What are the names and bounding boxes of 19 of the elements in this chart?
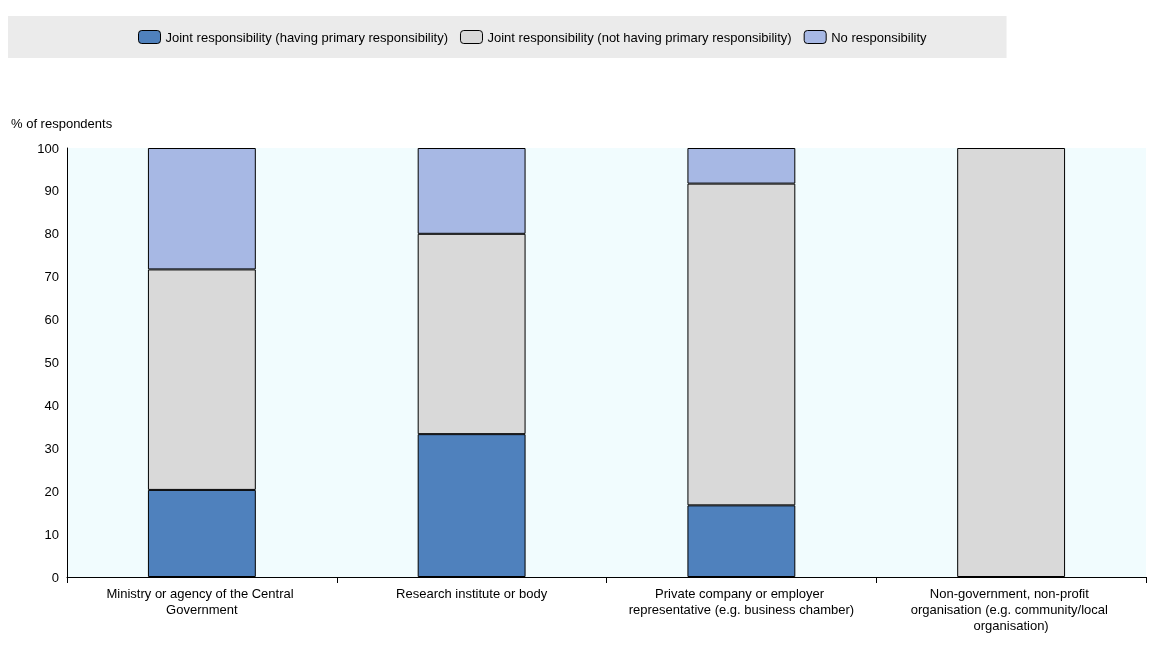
y-tick-label: 80 xyxy=(44,226,59,242)
y-tick-label: 50 xyxy=(44,355,59,370)
x-tick-label: Private company or employer representative (e.g. business chamber) xyxy=(628,585,855,617)
y-tick-label: 20 xyxy=(44,483,59,499)
x-tick-label: Research institute or body xyxy=(396,585,548,601)
legend-label: No responsibility xyxy=(831,29,928,45)
y-tick-label: 0 xyxy=(51,569,59,585)
y-tick-label: 10 xyxy=(44,526,59,542)
y-tick-label: 30 xyxy=(44,440,59,456)
y-tick-label: 90 xyxy=(44,183,59,199)
legend-label: Joint responsibility (not having primary responsibility) xyxy=(487,29,792,45)
y-axis-title: % of respondents xyxy=(11,116,113,131)
y-tick-label: 70 xyxy=(44,269,59,285)
x-tick-label: Non-government, non-profit organisation (e.g. community/local organisation) xyxy=(910,585,1112,633)
y-tick-label: 60 xyxy=(44,312,59,328)
y-tick-label: 100 xyxy=(37,140,59,156)
y-tick-label: 40 xyxy=(44,397,59,413)
x-tick-label: Ministry or agency of the Central Government xyxy=(106,585,298,617)
legend-label: Joint responsibility (having primary responsibility) xyxy=(165,29,448,45)
